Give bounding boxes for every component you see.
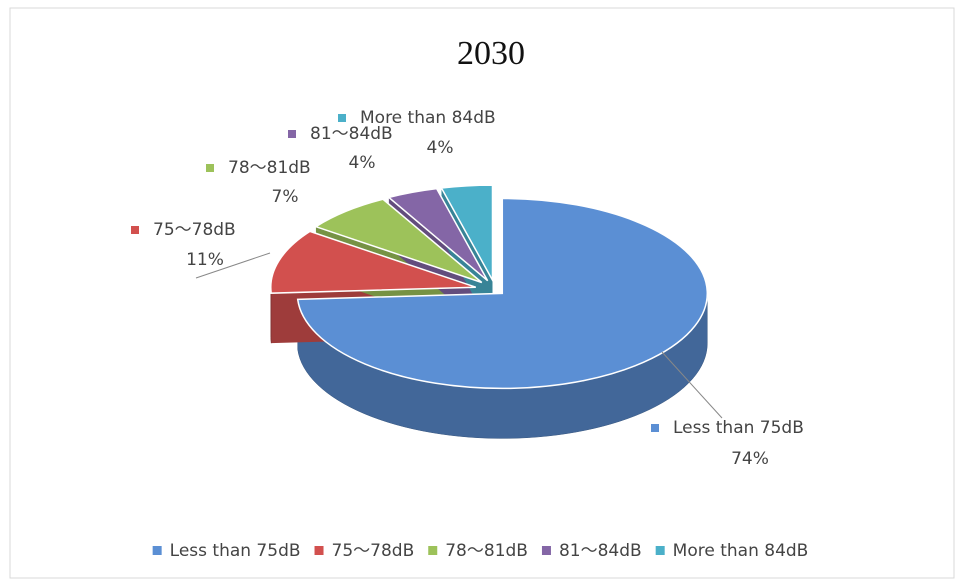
data-label: 74% bbox=[731, 449, 769, 469]
chart-title: 2030 bbox=[457, 35, 525, 72]
leader-line bbox=[661, 351, 723, 419]
data-label-name: More than 84dB bbox=[360, 108, 496, 128]
legend-label: 78～81dB bbox=[445, 541, 528, 561]
slice bbox=[440, 184, 494, 283]
label-marker bbox=[651, 424, 659, 432]
legend-marker bbox=[152, 546, 162, 555]
leader-line bbox=[195, 252, 271, 279]
legend-label: More than 84dB bbox=[673, 541, 809, 561]
slice bbox=[387, 187, 489, 282]
data-label-name: Less than 75dB bbox=[673, 418, 804, 438]
slice bbox=[314, 198, 483, 284]
slice bbox=[270, 230, 477, 294]
legend-marker bbox=[314, 546, 324, 555]
legend-marker bbox=[428, 546, 438, 555]
legend-marker bbox=[655, 546, 665, 555]
label-marker bbox=[338, 114, 346, 122]
legend-label: 75～78dB bbox=[332, 541, 415, 561]
data-label: 11% bbox=[186, 250, 224, 270]
data-label-name: 75～78dB bbox=[153, 220, 236, 240]
data-label: 4% bbox=[349, 153, 376, 173]
data-label-name: 81～84dB bbox=[310, 124, 393, 144]
data-label: 7% bbox=[272, 187, 299, 207]
legend-label: Less than 75dB bbox=[170, 541, 301, 561]
data-label-name: 78～81dB bbox=[228, 158, 311, 178]
label-marker bbox=[288, 130, 296, 138]
slice bbox=[296, 197, 709, 390]
data-label: 4% bbox=[427, 138, 454, 158]
legend: Less than 75dB 75～78dB 78～81dB 81～84dB More … bbox=[152, 541, 809, 561]
label-marker bbox=[131, 226, 139, 234]
legend-label: 81～84dB bbox=[559, 541, 642, 561]
legend-marker bbox=[541, 546, 551, 555]
label-marker bbox=[206, 164, 214, 172]
